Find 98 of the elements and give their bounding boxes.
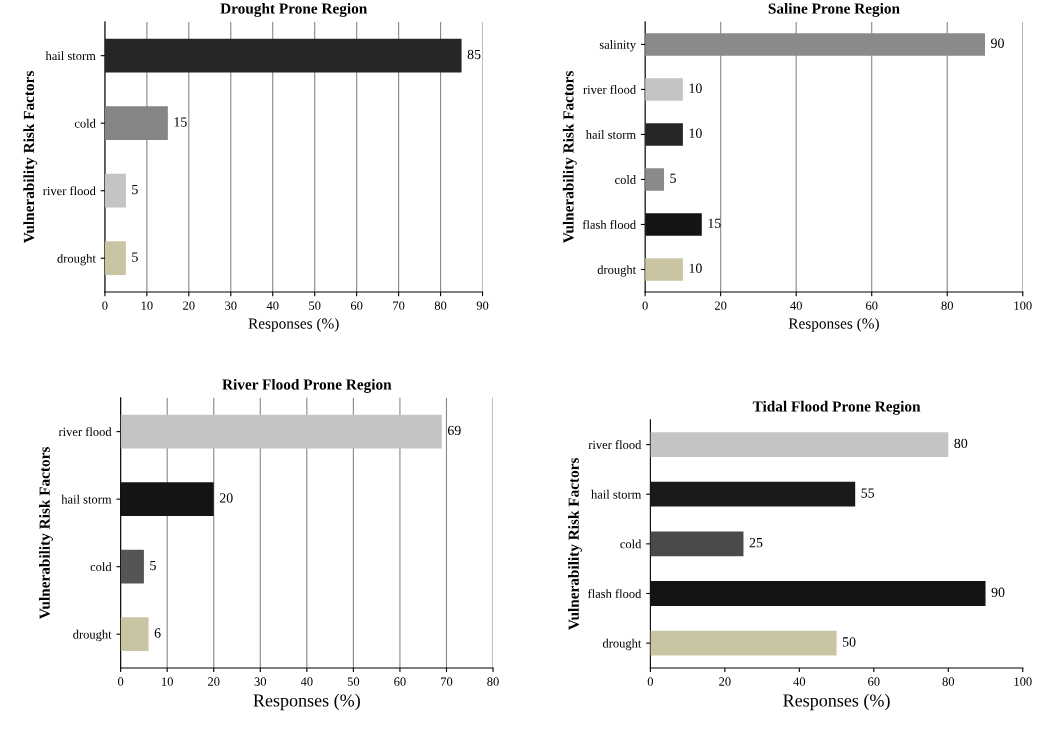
x-tick-label: 60 — [394, 677, 406, 686]
data-label: 90 — [991, 587, 1005, 597]
x-tick-label: 0 — [102, 301, 108, 310]
bar — [120, 549, 144, 584]
data-label: 80 — [954, 438, 968, 449]
x-tick-label: 10 — [141, 301, 153, 310]
x-tick-label: 80 — [941, 301, 954, 310]
chart-title: Drought Prone Region — [220, 2, 368, 17]
y-tick-label: cold — [615, 175, 636, 184]
bar — [650, 481, 856, 507]
bar — [650, 432, 949, 457]
bar — [104, 173, 126, 208]
y-axis-title: Vulnerability Risk Factors — [39, 446, 53, 620]
x-tick-label: 100 — [1014, 301, 1032, 310]
data-label: 69 — [447, 425, 461, 436]
data-label: 5 — [132, 184, 138, 195]
y-tick-label: river flood — [43, 186, 96, 196]
x-tick-label: 10 — [162, 677, 173, 686]
chart-title: Tidal Flood Prone Region — [752, 400, 921, 415]
bar — [650, 630, 837, 656]
y-tick-label: drought — [57, 253, 96, 266]
y-axis-title: Vulnerability Risk Factors — [568, 457, 582, 630]
data-label: 5 — [150, 560, 156, 571]
x-tick-label: 20 — [183, 301, 195, 310]
data-label: 5 — [670, 173, 676, 183]
x-tick-label: 20 — [208, 677, 220, 686]
data-label: 25 — [749, 537, 763, 548]
bar — [645, 168, 665, 191]
data-label: 10 — [689, 128, 702, 138]
bar — [645, 123, 683, 146]
y-tick-label: cold — [90, 562, 112, 572]
y-tick-label: salinity — [599, 40, 637, 52]
bar — [104, 241, 126, 276]
bar — [120, 482, 214, 517]
data-label: 15 — [174, 117, 187, 127]
y-tick-label: river flood — [588, 440, 642, 450]
x-tick-label: 40 — [790, 301, 802, 310]
bar — [120, 414, 442, 449]
x-tick-label: 50 — [309, 301, 321, 310]
x-tick-label: 20 — [714, 301, 727, 310]
data-label: 50 — [842, 637, 856, 647]
x-tick-label: 60 — [868, 677, 880, 686]
data-label: 55 — [861, 488, 875, 498]
x-tick-label: 50 — [347, 677, 360, 686]
data-label: 15 — [708, 218, 721, 228]
x-tick-label: 0 — [647, 677, 654, 686]
x-tick-label: 100 — [1014, 677, 1032, 686]
x-tick-label: 40 — [793, 677, 806, 686]
y-tick-label: drought — [602, 638, 642, 651]
x-tick-label: 80 — [434, 301, 447, 310]
x-tick-label: 90 — [476, 301, 489, 310]
bar — [645, 78, 683, 101]
x-tick-label: 60 — [350, 301, 363, 310]
x-tick-label: 30 — [225, 301, 237, 310]
data-label: 20 — [219, 493, 233, 503]
x-tick-label: 60 — [866, 301, 878, 310]
x-tick-label: 30 — [254, 677, 267, 686]
y-tick-label: hail storm — [61, 494, 112, 504]
chart-title: River Flood Prone Region — [222, 378, 392, 393]
y-tick-label: river flood — [583, 84, 636, 94]
data-label: 10 — [689, 83, 702, 93]
bar — [120, 617, 149, 652]
y-tick-label: hail storm — [585, 130, 636, 139]
chart-title: Saline Prone Region — [768, 2, 900, 17]
y-tick-label: hail storm — [591, 489, 642, 499]
x-tick-label: 70 — [441, 677, 453, 686]
x-tick-label: 0 — [117, 677, 124, 686]
bar — [650, 581, 986, 606]
y-tick-label: flash flood — [582, 220, 636, 229]
y-tick-label: drought — [597, 265, 637, 277]
x-tick-label: 80 — [942, 677, 955, 686]
x-axis-title: Responses (%) — [783, 693, 890, 711]
x-tick-label: 20 — [719, 677, 731, 686]
data-label: 10 — [689, 263, 702, 273]
y-tick-label: flash flood — [587, 589, 642, 598]
y-tick-label: river flood — [58, 427, 112, 437]
bar — [645, 258, 683, 281]
y-tick-label: drought — [73, 629, 112, 642]
data-label: 6 — [154, 628, 161, 638]
data-label: 85 — [467, 49, 481, 60]
x-axis-title: Responses (%) — [248, 317, 339, 332]
x-tick-label: 70 — [393, 301, 405, 310]
y-axis-title: Vulnerability Risk Factors — [23, 71, 38, 244]
bar — [650, 531, 744, 557]
x-tick-label: 40 — [266, 301, 279, 310]
y-tick-label: hail storm — [45, 51, 96, 61]
bar — [645, 213, 702, 236]
x-tick-label: 0 — [642, 301, 648, 310]
x-axis-title: Responses (%) — [788, 317, 879, 332]
x-tick-label: 40 — [300, 677, 313, 686]
bar — [104, 38, 462, 73]
y-tick-label: cold — [74, 118, 96, 128]
x-axis-title: Responses (%) — [253, 693, 360, 711]
y-axis-title: Vulnerability Risk Factors — [562, 71, 577, 244]
data-label: 90 — [991, 38, 1004, 48]
y-tick-label: cold — [620, 539, 642, 549]
data-label: 5 — [132, 252, 138, 262]
x-tick-label: 80 — [487, 677, 499, 686]
